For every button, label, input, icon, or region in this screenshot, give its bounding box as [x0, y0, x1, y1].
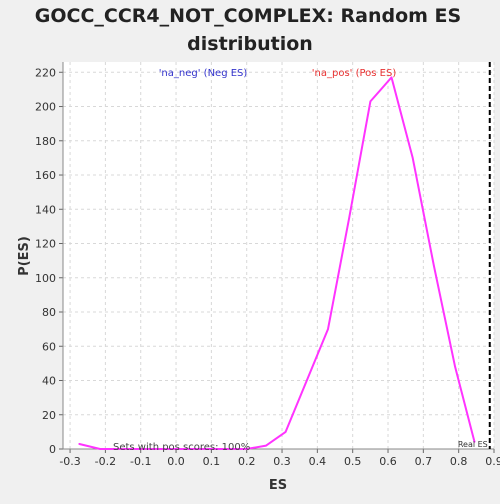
series-point: [369, 100, 371, 102]
series-point: [433, 265, 435, 267]
series-point: [284, 431, 287, 433]
y-tick-label: 40: [42, 375, 56, 388]
pos-es-label: 'na_pos' (Pos ES): [312, 68, 397, 79]
series-point: [205, 448, 207, 450]
x-tick-label: 0.3: [273, 455, 291, 468]
y-tick-label: 60: [42, 340, 56, 353]
series-point: [454, 366, 456, 368]
series-point: [412, 157, 414, 159]
series-point: [99, 448, 101, 450]
series-point: [226, 448, 228, 450]
x-tick-label: 0.7: [415, 455, 433, 468]
x-tick-label: 0.8: [450, 455, 468, 468]
series-point: [78, 443, 80, 445]
x-tick-label: 0.9: [485, 455, 500, 468]
series-point: [184, 448, 186, 450]
y-tick-label: 120: [35, 238, 56, 251]
neg-es-label: 'na_neg' (Neg ES): [159, 68, 248, 79]
series-point: [141, 448, 144, 450]
plot-area: -0.3 -0.2 -0.1 0.0 0.1 0.2 0.3 0.4 0.5 0.6 0.7 0.8 0…: [35, 62, 500, 468]
series-point: [390, 76, 393, 79]
series-point: [163, 448, 165, 450]
series-point: [246, 448, 248, 450]
series-point: [120, 448, 122, 450]
plot-background: [63, 62, 494, 449]
y-tick-label: 80: [42, 306, 56, 319]
x-tick-label: 0.0: [167, 455, 185, 468]
real-es-label: Real ES: [458, 440, 488, 449]
series-point: [265, 444, 267, 447]
sets-pos-scores-text: Sets with pos scores: 100%: [113, 442, 250, 453]
x-tick-label: 0.6: [379, 455, 397, 468]
x-tick-label: -0.1: [130, 455, 151, 468]
y-axis-label: P(ES): [17, 236, 32, 276]
x-tick-label: 0.1: [203, 455, 221, 468]
y-tick-label: 160: [35, 169, 56, 182]
y-tick-label: 200: [35, 101, 56, 114]
series-point: [348, 217, 350, 219]
x-axis-label: ES: [269, 478, 287, 493]
x-tick-label: 0.5: [344, 455, 362, 468]
y-tick-label: 140: [35, 203, 56, 216]
x-tick-label: -0.2: [95, 455, 116, 468]
x-tick-label: -0.3: [59, 455, 80, 468]
y-tick-label: 20: [42, 409, 56, 422]
x-tick-label: 0.2: [238, 455, 256, 468]
chart-title-line-1: GOCC_CCR4_NOT_COMPLEX: Random ES: [35, 5, 461, 27]
chart-title-line-2: distribution: [187, 33, 313, 55]
y-tick-label: 220: [35, 66, 56, 79]
series-point: [327, 328, 329, 330]
y-tick-label: 100: [35, 272, 56, 285]
series-point: [473, 441, 476, 443]
x-tick-label: 0.4: [309, 455, 327, 468]
y-tick-label: 0: [49, 443, 56, 456]
y-tick-label: 180: [35, 135, 56, 148]
